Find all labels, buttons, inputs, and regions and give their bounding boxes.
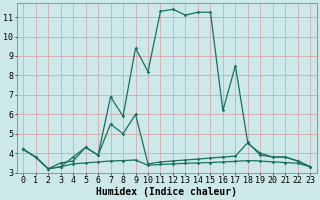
X-axis label: Humidex (Indice chaleur): Humidex (Indice chaleur): [96, 186, 237, 197]
